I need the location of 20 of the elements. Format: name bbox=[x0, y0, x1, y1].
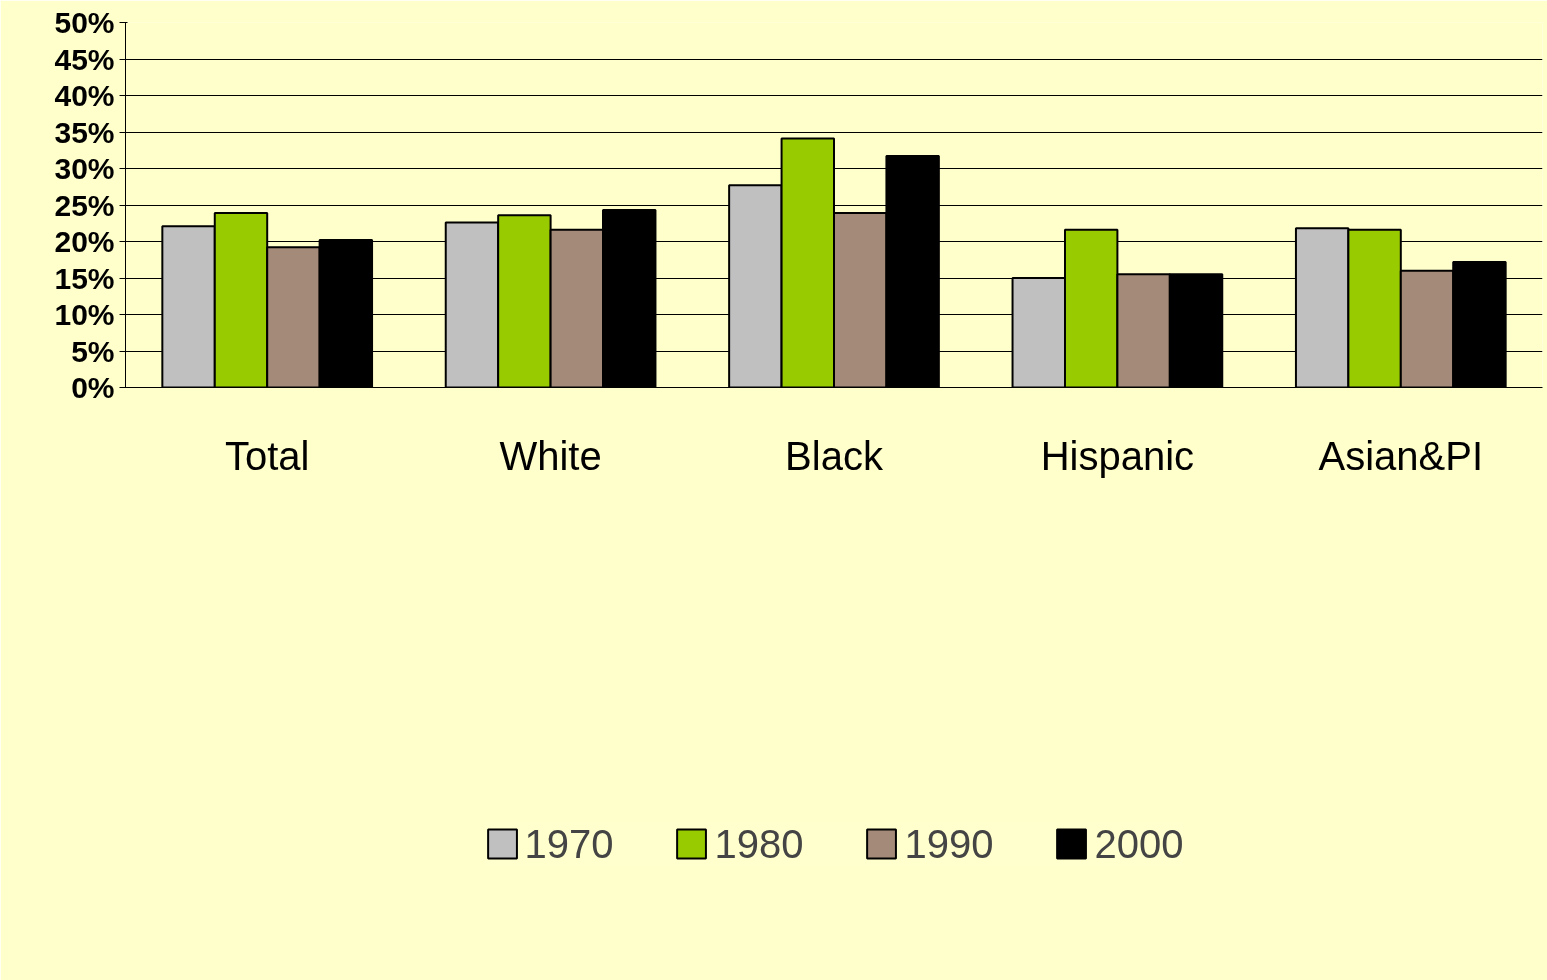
y-tick-label: 30% bbox=[54, 152, 115, 185]
x-tick-label: White bbox=[499, 433, 602, 478]
x-tick-label: Hispanic bbox=[1040, 433, 1195, 478]
y-tick-label: 25% bbox=[54, 188, 115, 222]
legend-label: 1970 bbox=[524, 821, 614, 867]
y-tick-label: 35% bbox=[54, 115, 115, 149]
y-tick-label: 20% bbox=[54, 225, 115, 258]
y-tick-label: 10% bbox=[54, 298, 115, 331]
legend-label: 1980 bbox=[714, 821, 804, 867]
x-tick-label: Asian&PI bbox=[1318, 433, 1484, 478]
y-tick-label: 50% bbox=[54, 6, 115, 39]
y-tick-label: 5% bbox=[71, 334, 115, 368]
y-tick-label: 0% bbox=[71, 371, 115, 404]
y-tick-label: 45% bbox=[54, 42, 115, 76]
legend-label: 2000 bbox=[1094, 821, 1184, 867]
y-tick-label: 40% bbox=[54, 79, 115, 112]
legend-label: 1990 bbox=[904, 821, 994, 867]
x-tick-label: Black bbox=[785, 433, 884, 478]
x-tick-label: Total bbox=[224, 433, 310, 478]
y-tick-label: 15% bbox=[54, 261, 115, 295]
